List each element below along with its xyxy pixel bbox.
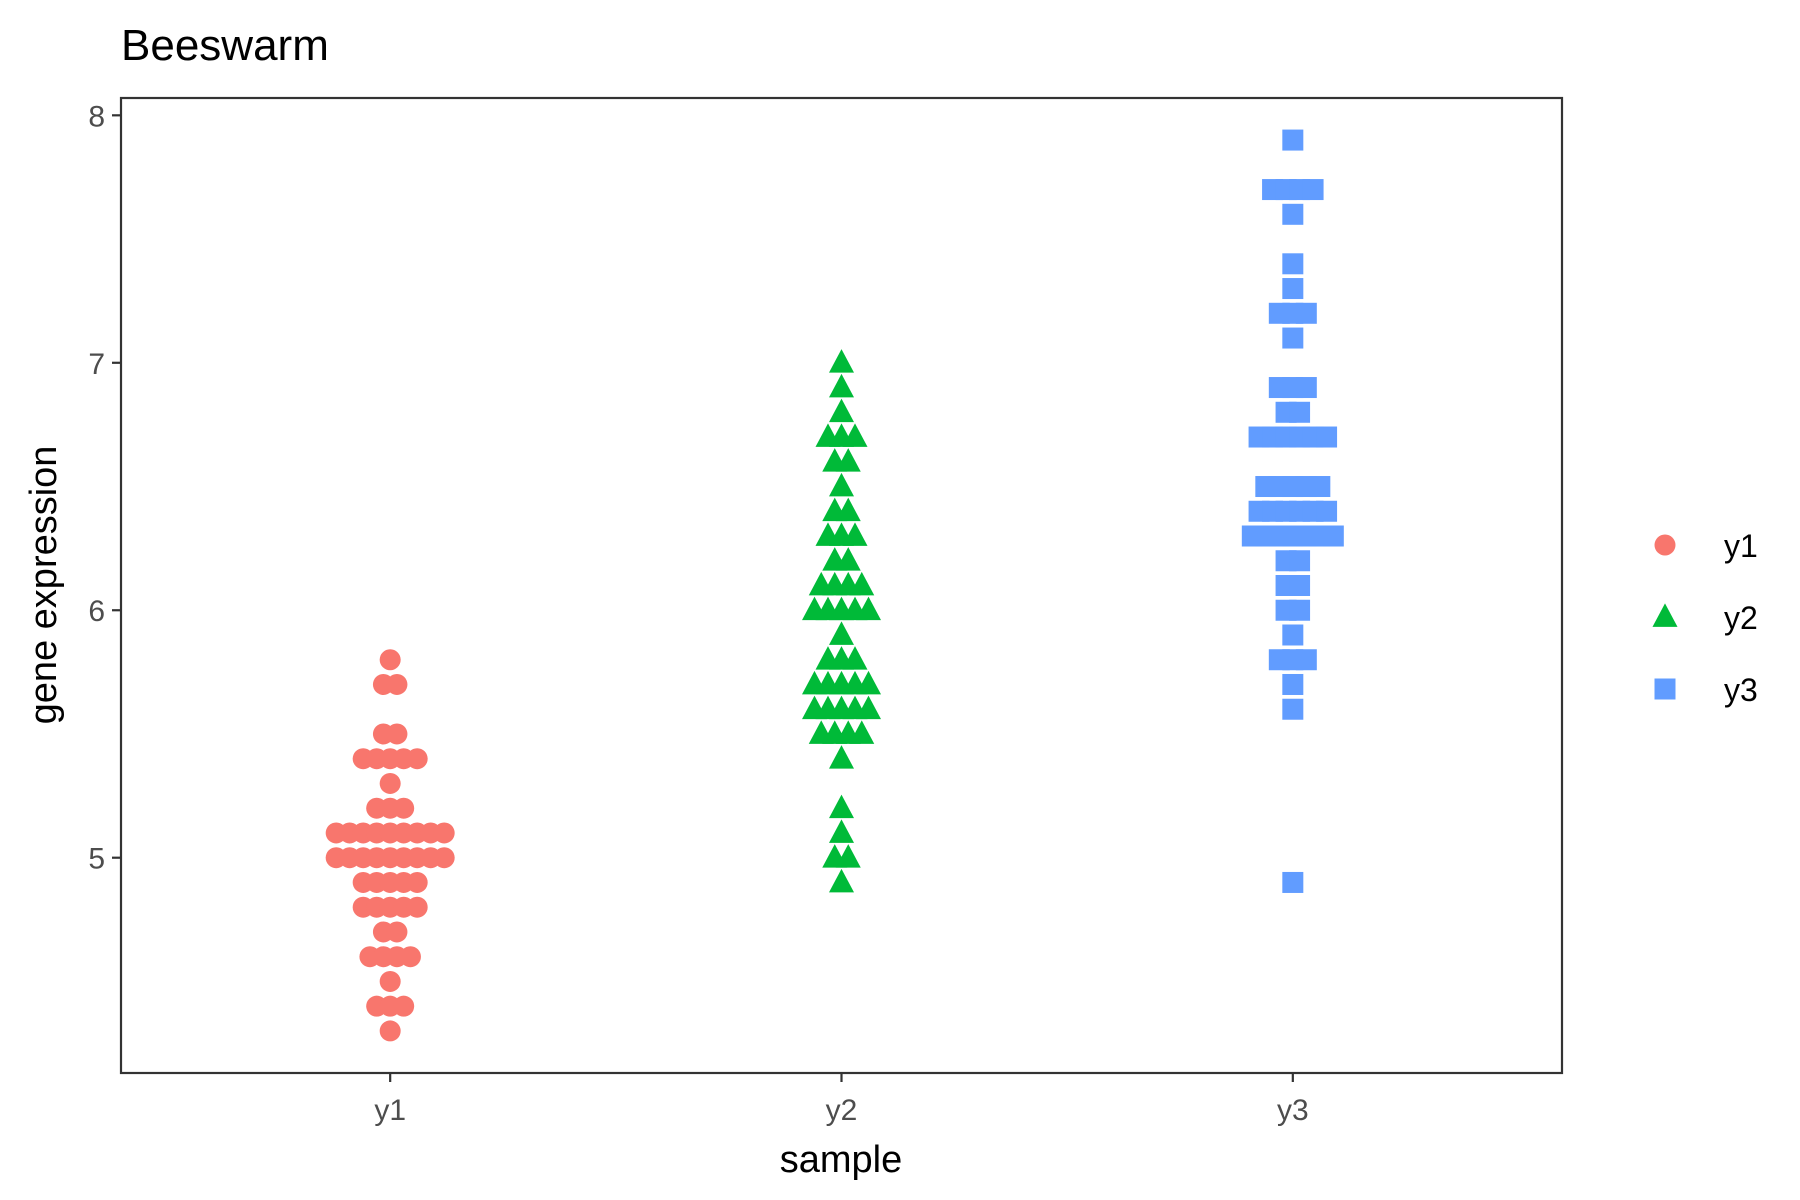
x-axis-title: sample xyxy=(780,1139,903,1181)
data-point-y2 xyxy=(856,670,881,695)
data-point-y2 xyxy=(829,819,854,843)
legend-label-y1: y1 xyxy=(1724,528,1758,564)
data-point-y2 xyxy=(842,646,868,670)
data-point-y1 xyxy=(406,871,428,893)
data-point-y2 xyxy=(856,596,881,621)
legend-key-y2 xyxy=(1652,603,1678,627)
x-tick-label: y3 xyxy=(1277,1094,1309,1127)
data-point-y3 xyxy=(1295,649,1317,671)
x-tick-label: y1 xyxy=(374,1094,406,1127)
data-point-y3 xyxy=(1282,327,1304,349)
data-point-y2 xyxy=(829,621,854,645)
data-point-y2 xyxy=(842,522,868,546)
data-point-y1 xyxy=(399,946,421,968)
data-point-y2 xyxy=(829,472,854,497)
data-point-y3 xyxy=(1282,624,1304,646)
data-point-y2 xyxy=(835,448,861,472)
legend-label-y3: y3 xyxy=(1724,672,1758,708)
data-point-y3 xyxy=(1289,575,1311,596)
y-tick-label: 6 xyxy=(88,595,105,628)
data-point-y1 xyxy=(379,970,401,992)
points-layer xyxy=(325,129,1344,1042)
legend-key-y3 xyxy=(1654,678,1676,700)
y-axis-title: gene expression xyxy=(23,446,65,725)
series-y3 xyxy=(1241,129,1344,893)
y-axis: 5 6 7 8 xyxy=(88,100,121,876)
x-tick-label: y2 xyxy=(826,1094,858,1127)
series-y2 xyxy=(802,349,881,893)
data-point-y1 xyxy=(406,748,428,770)
data-point-y3 xyxy=(1295,377,1317,399)
data-point-y3 xyxy=(1322,525,1344,547)
data-point-y3 xyxy=(1282,203,1304,225)
data-point-y3 xyxy=(1289,401,1311,423)
data-point-y2 xyxy=(829,349,854,373)
data-point-y1 xyxy=(433,847,455,869)
data-point-y1 xyxy=(393,797,415,819)
data-point-y3 xyxy=(1282,698,1304,720)
data-point-y1 xyxy=(379,649,401,671)
data-point-y3 xyxy=(1282,278,1304,300)
data-point-y2 xyxy=(842,423,868,447)
data-point-y2 xyxy=(835,844,861,868)
data-point-y2 xyxy=(829,398,854,423)
data-point-y3 xyxy=(1282,673,1304,695)
data-point-y2 xyxy=(835,497,861,522)
chart-title: Beeswarm xyxy=(121,21,329,70)
data-point-y2 xyxy=(849,571,875,596)
data-point-y3 xyxy=(1309,476,1331,498)
y-tick-label: 5 xyxy=(88,843,105,876)
data-point-y2 xyxy=(849,720,875,744)
data-point-y3 xyxy=(1289,550,1311,572)
data-point-y2 xyxy=(829,745,854,769)
y-tick-label: 7 xyxy=(88,348,105,381)
data-point-y3 xyxy=(1282,253,1304,275)
legend-key-y1 xyxy=(1654,534,1676,556)
data-point-y3 xyxy=(1316,500,1338,522)
data-point-y3 xyxy=(1289,599,1311,621)
series-y1 xyxy=(325,649,455,1042)
data-point-y3 xyxy=(1316,426,1338,448)
data-point-y1 xyxy=(393,995,415,1017)
data-point-y1 xyxy=(386,673,408,695)
data-point-y2 xyxy=(856,695,881,720)
x-axis: y1 y2 y3 xyxy=(374,1073,1309,1127)
legend: y1 y2 y3 xyxy=(1652,528,1758,708)
data-point-y1 xyxy=(379,1020,401,1042)
legend-label-y2: y2 xyxy=(1724,600,1758,636)
data-point-y2 xyxy=(829,373,854,398)
data-point-y2 xyxy=(829,868,854,893)
data-point-y2 xyxy=(829,794,854,819)
y-tick-label: 8 xyxy=(88,100,105,133)
data-point-y3 xyxy=(1295,302,1317,324)
data-point-y2 xyxy=(835,547,861,571)
data-point-y3 xyxy=(1302,179,1324,201)
data-point-y1 xyxy=(386,921,408,943)
data-point-y3 xyxy=(1282,129,1304,151)
data-point-y3 xyxy=(1282,871,1304,893)
data-point-y1 xyxy=(406,896,428,918)
data-point-y1 xyxy=(433,822,455,844)
data-point-y1 xyxy=(386,723,408,745)
data-point-y1 xyxy=(379,772,401,794)
